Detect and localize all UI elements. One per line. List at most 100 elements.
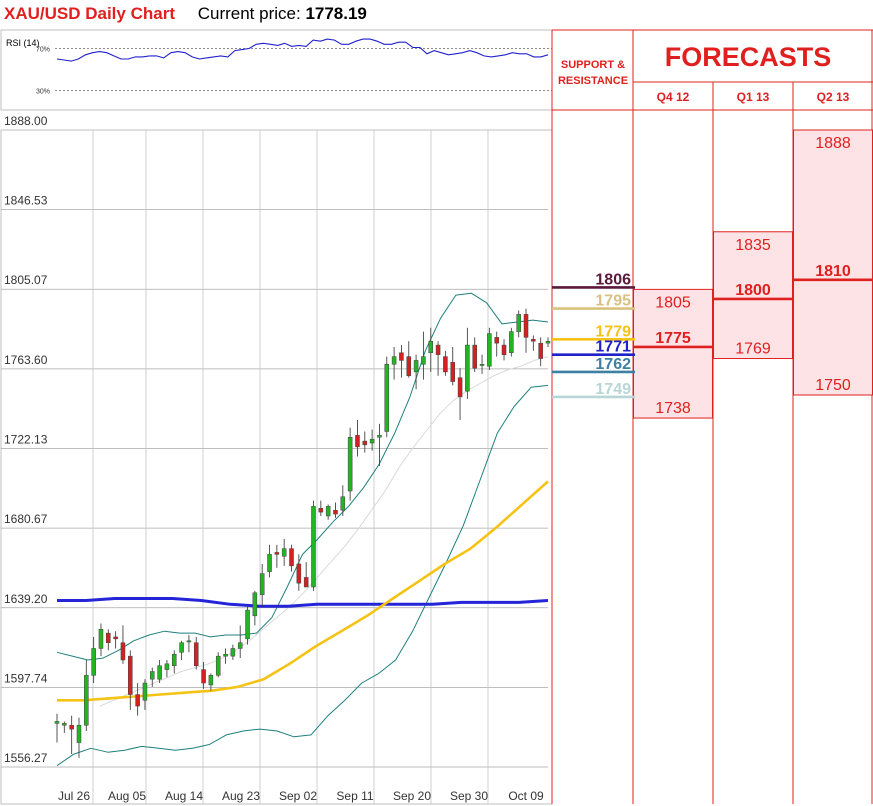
candle bbox=[179, 640, 184, 660]
forecast-high-value: 1805 bbox=[655, 294, 691, 311]
forecast-range-box bbox=[793, 129, 873, 396]
candle bbox=[384, 356, 390, 438]
candle-body-up bbox=[245, 609, 250, 640]
candle bbox=[208, 673, 214, 691]
candle bbox=[347, 427, 353, 501]
candle bbox=[377, 423, 382, 467]
sr-level-value: 1779 bbox=[595, 323, 631, 340]
candle bbox=[193, 636, 199, 670]
candle-body-down bbox=[135, 694, 140, 707]
forecast-low-value: 1769 bbox=[735, 341, 771, 358]
sr-heading-line1: SUPPORT & bbox=[561, 59, 625, 71]
candle-body-up bbox=[325, 506, 331, 517]
candle-body-up bbox=[413, 360, 419, 373]
candle-body-up bbox=[142, 682, 148, 701]
y-tick-label: 1597.74 bbox=[4, 671, 48, 685]
candle-body-up bbox=[421, 356, 426, 365]
forecast-high-value: 1835 bbox=[735, 237, 771, 254]
candle-body-down bbox=[128, 655, 133, 695]
sr-level-value: 1749 bbox=[595, 381, 631, 398]
candle-body-up bbox=[281, 548, 287, 557]
candle bbox=[413, 354, 419, 390]
price-value: 1778.19 bbox=[305, 4, 367, 23]
candle-body-up bbox=[230, 648, 236, 657]
candle bbox=[450, 346, 455, 386]
candle bbox=[91, 636, 96, 684]
candle-body-up bbox=[186, 640, 192, 643]
candle-body-up bbox=[223, 653, 228, 657]
bollinger-upper-line bbox=[56, 292, 549, 661]
candle-body-down bbox=[303, 577, 309, 588]
candle bbox=[501, 339, 507, 361]
candle-body-up bbox=[347, 436, 353, 492]
candle bbox=[135, 683, 140, 716]
rsi-level-label: 30% bbox=[36, 89, 50, 96]
sr-heading-line2: RESISTANCE bbox=[558, 75, 628, 87]
candle-body-down bbox=[531, 339, 536, 342]
sr-level-value: 1806 bbox=[595, 271, 631, 288]
candle bbox=[391, 346, 397, 380]
candle bbox=[84, 659, 89, 732]
candle bbox=[252, 590, 258, 626]
candle-body-down bbox=[538, 342, 543, 359]
candle bbox=[186, 635, 192, 653]
chart-title-bar: XAU/USD Daily Chart Current price: 1778.… bbox=[4, 4, 367, 24]
y-tick-label: 1763.60 bbox=[4, 353, 48, 367]
candle-body-down bbox=[106, 632, 111, 643]
candle bbox=[318, 500, 324, 516]
ma-200-line bbox=[57, 597, 549, 608]
x-tick-label: Oct 09 bbox=[508, 789, 544, 803]
candle-body-up bbox=[384, 364, 390, 432]
candle-body-up bbox=[377, 435, 382, 438]
candle-body-down bbox=[193, 642, 199, 666]
candle-body-down bbox=[399, 352, 404, 361]
candle bbox=[311, 500, 316, 591]
candle-body-down bbox=[333, 509, 338, 515]
candle bbox=[340, 485, 346, 516]
candle bbox=[487, 327, 492, 371]
candle bbox=[113, 631, 118, 649]
candle bbox=[465, 327, 470, 399]
y-tick-label: 1722.13 bbox=[4, 433, 48, 447]
candle-body-down bbox=[69, 725, 74, 730]
candle-body-down bbox=[120, 642, 126, 661]
candle-body-up bbox=[208, 675, 214, 686]
candle-body-down bbox=[289, 548, 294, 567]
candle bbox=[362, 431, 368, 453]
candle bbox=[62, 721, 67, 733]
candle bbox=[106, 629, 111, 651]
x-tick-label: Aug 05 bbox=[108, 789, 146, 803]
candle bbox=[435, 341, 441, 376]
candle bbox=[531, 335, 536, 351]
ma-20-line bbox=[99, 356, 549, 707]
candle bbox=[237, 625, 243, 659]
rsi-panel bbox=[0, 29, 553, 111]
rsi-label: RSI (14) bbox=[6, 38, 40, 48]
candle bbox=[523, 308, 529, 353]
candle bbox=[120, 625, 126, 664]
candle-body-up bbox=[479, 364, 485, 366]
x-tick-label: Sep 20 bbox=[393, 789, 431, 803]
forecast-col-label: Q2 13 bbox=[817, 90, 850, 104]
candle-body-down bbox=[501, 344, 507, 355]
candle-body-down bbox=[494, 337, 499, 344]
candle-body-down bbox=[472, 344, 477, 369]
forecast-mid-value: 1800 bbox=[735, 282, 771, 299]
candle-body-down bbox=[362, 440, 368, 446]
candle bbox=[69, 715, 74, 755]
candle-body-up bbox=[465, 344, 470, 392]
candle-body-up bbox=[487, 333, 492, 367]
candle bbox=[421, 331, 426, 380]
candle-body-up bbox=[369, 438, 375, 444]
candle bbox=[98, 623, 104, 657]
candle-body-down bbox=[201, 669, 206, 684]
forecast-range-box bbox=[713, 231, 793, 360]
x-tick-label: Aug 14 bbox=[165, 789, 203, 803]
candle bbox=[472, 337, 477, 372]
candle bbox=[281, 539, 287, 566]
x-tick-label: Jul 26 bbox=[58, 789, 90, 803]
candle bbox=[303, 562, 309, 588]
candle-body-down bbox=[406, 356, 412, 377]
candle-body-down bbox=[450, 362, 455, 382]
